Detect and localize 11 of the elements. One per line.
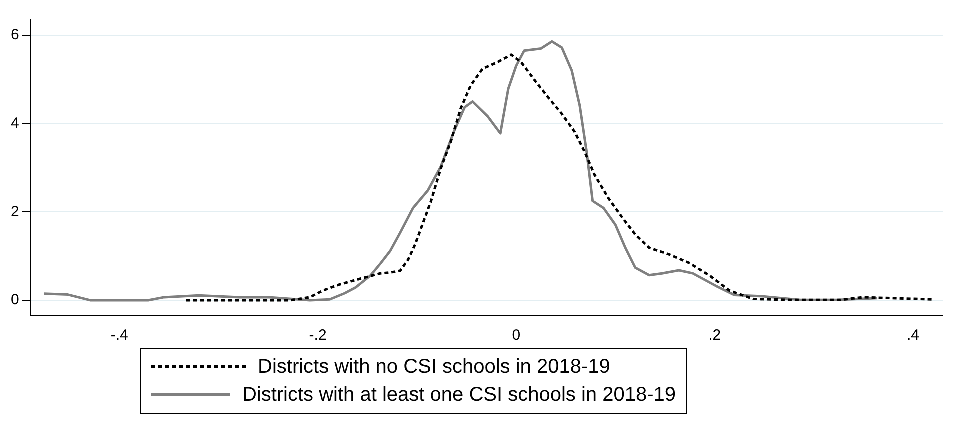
legend-label: Districts with no CSI schools in 2018-19 — [258, 356, 610, 378]
y-tick-label: 4 — [11, 114, 20, 132]
x-tick-label: .4 — [906, 327, 920, 344]
y-tick-label: 6 — [11, 26, 20, 44]
x-tick-label: -.4 — [110, 327, 128, 344]
x-tick-label: 0 — [512, 327, 521, 344]
x-tick-label: -.2 — [309, 327, 327, 344]
legend-label: Districts with at least one CSI schools in 2018-19 — [242, 384, 676, 406]
x-tick-label: .2 — [708, 327, 722, 344]
y-tick-label: 0 — [11, 292, 20, 309]
y-tick-label: 2 — [11, 203, 20, 220]
